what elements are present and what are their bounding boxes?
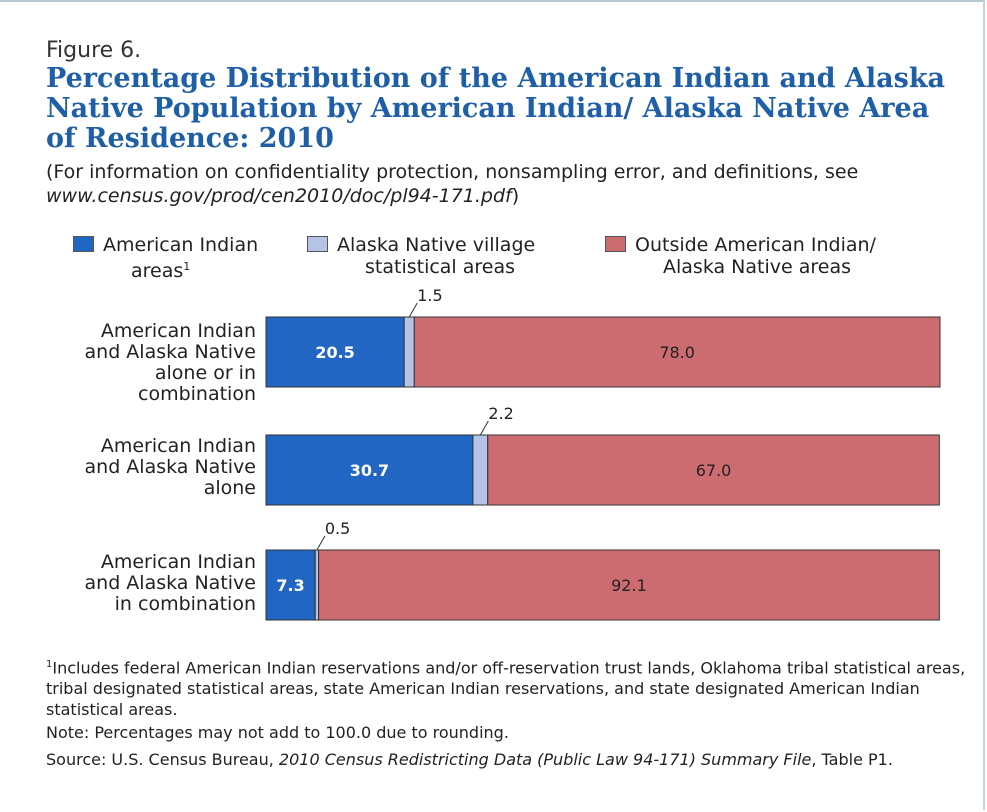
footnote: 1Includes federal American Indian reserv… [46, 654, 966, 720]
data-label: 20.5 [315, 343, 354, 362]
bar-segment-american-indian-areas [265, 316, 405, 388]
legend-swatch-american-indian-areas [73, 236, 94, 252]
data-label: 7.3 [276, 576, 304, 595]
data-label: 1.5 [417, 286, 442, 305]
category-label: American Indian and Alaska Native in com… [84, 551, 256, 615]
leader-line [316, 535, 326, 551]
bar-segment-alaska-native-village [314, 549, 320, 621]
data-label: 2.2 [488, 404, 513, 423]
footnote-text: Includes federal American Indian reserva… [46, 658, 966, 720]
chart-title: Percentage Distribution of the American … [46, 63, 946, 154]
legend-label-outside-areas: Outside American Indian/Alaska Native ar… [635, 234, 935, 278]
data-label: 30.7 [350, 461, 389, 480]
legend-text: Outside American Indian/Alaska Native ar… [635, 234, 876, 278]
subtitle-url: www.census.gov/prod/cen2010/doc/pl94-171… [46, 185, 512, 207]
chart-subtitle: (For information on confidentiality prot… [46, 160, 946, 208]
subtitle-text: (For information on confidentiality prot… [46, 161, 859, 183]
source-suffix: , Table P1. [811, 750, 893, 769]
bar-segment-american-indian-areas [265, 434, 474, 506]
data-label: 67.0 [696, 461, 732, 480]
source-note: Source: U.S. Census Bureau, 2010 Census … [46, 749, 906, 770]
legend-text: Alaska Native village statistical areas [337, 234, 536, 278]
legend-text: American Indian areas [103, 234, 259, 283]
leader-line [479, 420, 489, 436]
legend-label-alaska-native-village: Alaska Native village statistical areas [337, 234, 587, 278]
legend-footnote-mark: 1 [183, 260, 191, 273]
data-label: 0.5 [325, 519, 350, 538]
bar-segment-outside-areas [413, 316, 941, 388]
legend-swatch-outside-areas [605, 236, 626, 252]
bar-segment-alaska-native-village [403, 316, 415, 388]
source-prefix: Source: U.S. Census Bureau, [46, 750, 279, 769]
bar-segment-outside-areas [487, 434, 940, 506]
figure-number: Figure 6. [46, 38, 142, 63]
source-title: 2010 Census Redistricting Data (Public L… [278, 750, 812, 769]
category-label: American Indian and Alaska Native alone [84, 435, 256, 499]
data-label: 78.0 [659, 343, 695, 362]
bar-segment-outside-areas [318, 549, 940, 621]
bar-segment-american-indian-areas [265, 549, 316, 621]
category-label: American Indian and Alaska Native alone … [84, 320, 256, 405]
footnote-mark: 1 [46, 659, 53, 670]
legend-label-american-indian-areas: American Indian areas1 [103, 234, 293, 282]
subtitle-close: ) [511, 185, 520, 207]
leader-line [408, 302, 418, 318]
data-label: 92.1 [611, 576, 647, 595]
rounding-note: Note: Percentages may not add to 100.0 d… [46, 723, 509, 742]
bar-segment-alaska-native-village [472, 434, 489, 506]
legend-swatch-alaska-native-village [307, 236, 328, 252]
